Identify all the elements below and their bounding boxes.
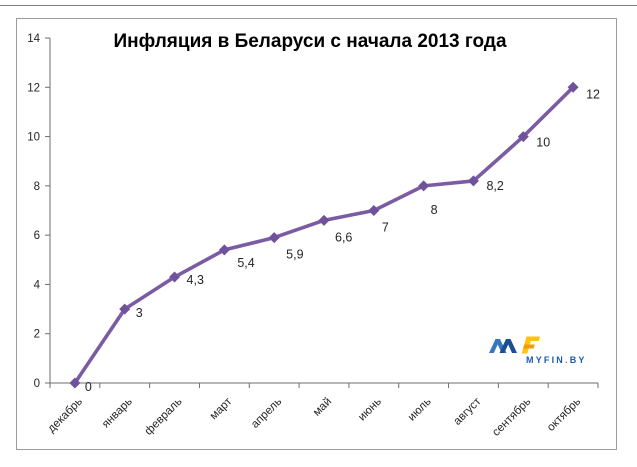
logo-f-shape (521, 336, 541, 354)
chart-title: Инфляция в Беларуси с начала 2013 года (113, 31, 507, 52)
x-category-label: май (311, 396, 334, 419)
x-category-label: октябрь (545, 396, 583, 434)
myfin-logo-text: MYFIN.BY (526, 355, 587, 365)
x-category-label: январь (100, 396, 135, 431)
y-tick-label: 0 (34, 378, 40, 390)
x-category-label: июнь (356, 396, 384, 424)
data-point-label: 8,2 (486, 179, 503, 193)
myfin-logo: MYFIN.BY (489, 335, 604, 369)
data-point-label: 12 (586, 87, 600, 101)
data-point-label: 7 (382, 221, 389, 235)
data-point-label: 6,6 (335, 230, 352, 244)
chart-frame (16, 18, 617, 450)
y-tick-label: 14 (27, 33, 40, 45)
y-tick-label: 4 (34, 279, 41, 291)
data-point-marker (268, 232, 280, 244)
x-category-label: декабрь (46, 396, 85, 435)
data-point-marker (467, 175, 479, 187)
x-category-label: март (208, 395, 235, 422)
data-point-marker (318, 214, 330, 226)
data-point-marker (567, 81, 579, 93)
data-point-marker (119, 303, 131, 315)
data-point-label: 5,4 (237, 256, 254, 270)
top-separator-line (0, 5, 637, 6)
data-point-marker (368, 205, 380, 216)
data-point-label: 10 (536, 136, 550, 150)
y-tick-label: 2 (34, 329, 40, 341)
data-point-marker (69, 377, 81, 389)
myfin-logo-icon (489, 336, 541, 354)
data-point-marker (218, 244, 230, 256)
data-point-label: 4,3 (187, 273, 204, 287)
y-tick-label: 10 (27, 132, 40, 144)
logo-text-dot: . (565, 355, 570, 365)
data-point-label: 8 (431, 203, 438, 217)
x-category-label: апрель (249, 396, 284, 431)
logo-text-main: MYFIN (526, 355, 565, 365)
x-category-label: июль (406, 396, 434, 424)
data-point-label: 3 (136, 306, 143, 320)
data-point-marker (418, 180, 430, 192)
logo-m-shape-dark (499, 339, 517, 353)
data-point-label: 5,9 (286, 248, 303, 262)
y-tick-label: 6 (34, 230, 40, 242)
x-category-label: август (452, 395, 485, 428)
y-tick-label: 8 (34, 181, 40, 193)
x-category-label: февраль (143, 396, 185, 438)
data-point-label: 0 (85, 380, 92, 394)
data-point-marker (517, 131, 529, 143)
y-tick-label: 12 (27, 82, 40, 94)
x-category-label: сентябрь (490, 396, 533, 439)
data-point-marker (169, 271, 181, 283)
logo-text-tld: BY (569, 355, 587, 365)
